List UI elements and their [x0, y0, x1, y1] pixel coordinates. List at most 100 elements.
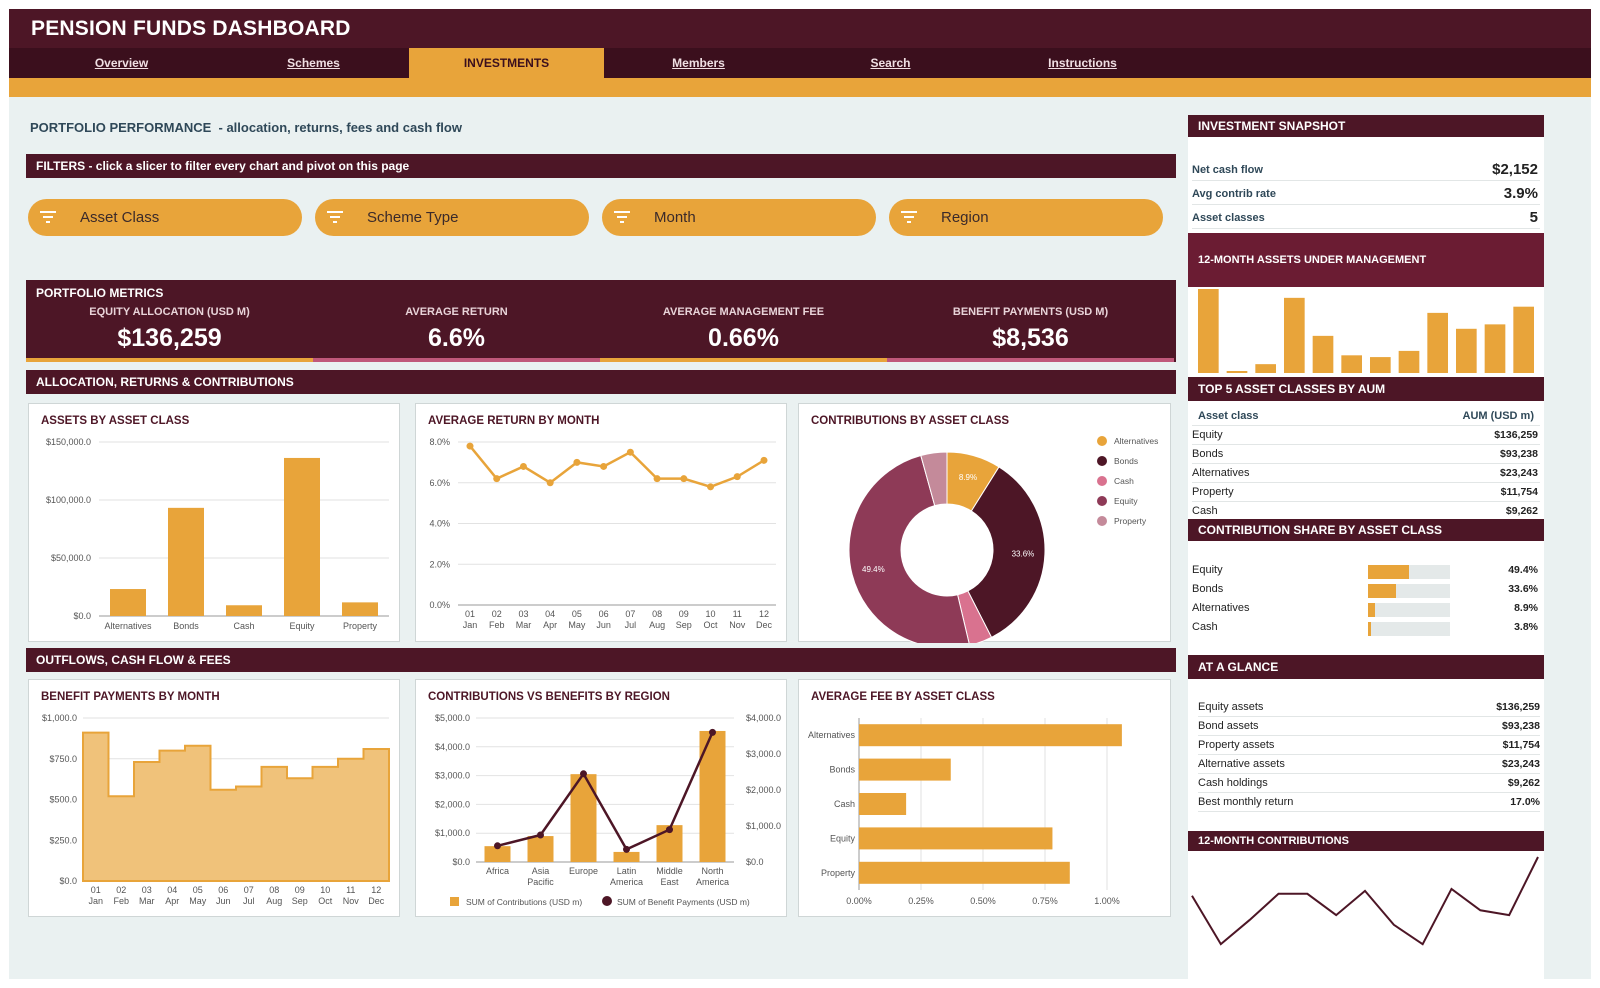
glance-label: Bond assets: [1198, 720, 1259, 732]
section-header-allocation: ALLOCATION, RETURNS & CONTRIBUTIONS: [26, 370, 1176, 394]
bar: [859, 724, 1122, 747]
chart-card-avg-fee: AVERAGE FEE BY ASSET CLASS 0.00% 0.25% 0.5…: [798, 679, 1171, 917]
y-tick-label: $3,000.0: [435, 771, 470, 781]
chart-title: BENEFIT PAYMENTS BY MONTH: [41, 691, 220, 703]
x-tick-label: Dec: [756, 620, 773, 630]
glance-label: Alternative assets: [1198, 758, 1285, 770]
x-tick-label: Nov: [343, 896, 360, 906]
x-tick-label: 07: [625, 609, 635, 619]
y-tick-label: $0.0: [73, 611, 91, 621]
data-point: [707, 483, 715, 491]
glance-row: Bond assets $93,238: [1198, 717, 1540, 736]
legend-marker: [1097, 516, 1107, 526]
top5-column-header: Asset class AUM (USD m): [1192, 407, 1540, 426]
snapshot-value: $2,152: [1492, 161, 1538, 178]
data-label: 33.6%: [1012, 549, 1035, 558]
legend-label: Alternatives: [1114, 436, 1158, 446]
bar: [1255, 364, 1276, 373]
x-tick-label: Middle: [656, 866, 683, 876]
y2-tick-label: $4,000.0: [746, 713, 781, 723]
x-tick-label: Nov: [729, 620, 746, 630]
slicer-region[interactable]: Region: [889, 199, 1163, 236]
x-tick-label: Bonds: [173, 621, 199, 631]
bar: [284, 457, 320, 616]
nav-schemes[interactable]: Schemes: [287, 56, 340, 70]
slicer-label: Scheme Type: [367, 209, 459, 226]
nav-overview[interactable]: Overview: [94, 56, 149, 70]
nav-instructions[interactable]: Instructions: [1048, 56, 1117, 70]
share-row: Equity 49.4%: [1192, 561, 1540, 580]
data-label: 49.4%: [862, 565, 885, 574]
filters-header: FILTERS - click a slicer to filter every…: [26, 154, 1176, 178]
top5-header: TOP 5 ASSET CLASSES BY AUM: [1188, 377, 1544, 401]
legend-marker: [1097, 436, 1107, 446]
top5-col-asset-class: Asset class: [1198, 410, 1259, 422]
legend-label: Bonds: [1114, 456, 1138, 466]
share-row: Cash 3.8%: [1192, 618, 1540, 637]
slicer-asset-class[interactable]: Asset Class: [28, 199, 302, 236]
x-tick-label: 03: [142, 885, 152, 895]
nav-members[interactable]: Members: [672, 56, 725, 70]
bar: [1370, 357, 1391, 373]
legend-marker: [1097, 496, 1107, 506]
metric-accent-bar: [600, 358, 887, 362]
x-tick-label: 07: [244, 885, 254, 895]
glance-value: $23,243: [1502, 758, 1540, 770]
snapshot-label: Avg contrib rate: [1192, 188, 1276, 200]
legend-label: Equity: [1114, 496, 1138, 506]
chart-title: AVERAGE RETURN BY MONTH: [428, 415, 600, 427]
metric-benefit-payments: BENEFIT PAYMENTS (USD M) $8,536: [887, 306, 1174, 353]
x-tick-label: May: [568, 620, 586, 630]
bar: [613, 851, 640, 862]
data-point: [600, 462, 608, 470]
x-tick-label: 05: [572, 609, 582, 619]
glance-row: Equity assets $136,259: [1198, 698, 1540, 717]
right-sidebar: INVESTMENT SNAPSHOT Net cash flow $2,152…: [1188, 115, 1544, 979]
x-tick-label: May: [189, 896, 207, 906]
nav-investments[interactable]: INVESTMENTS: [409, 48, 604, 78]
data-point: [537, 831, 544, 839]
filter-icon: [901, 211, 917, 223]
data-point: [709, 728, 716, 736]
x-tick-label: Europe: [569, 866, 598, 876]
slicer-month[interactable]: Month: [602, 199, 876, 236]
y-tick-label: $100,000.0: [46, 495, 91, 505]
bar: [1198, 289, 1219, 373]
metric-average-return: AVERAGE RETURN 6.6%: [313, 306, 600, 353]
y-tick-label: 6.0%: [429, 478, 450, 488]
y-tick-label: Property: [821, 868, 856, 878]
bar: [1341, 355, 1362, 373]
x-tick-label: Mar: [516, 620, 532, 630]
share-value: 49.4%: [1508, 564, 1538, 576]
share-bar-fill: [1368, 565, 1409, 579]
top5-label: Equity: [1192, 429, 1223, 441]
share-row: Alternatives 8.9%: [1192, 599, 1540, 618]
pie-slice: [967, 466, 1046, 638]
chart-title: AVERAGE FEE BY ASSET CLASS: [811, 691, 995, 703]
legend-marker: [1097, 476, 1107, 486]
bar: [527, 836, 554, 862]
x-tick-label: 0.75%: [1032, 896, 1058, 906]
x-tick-label: America: [610, 877, 643, 887]
x-tick-label: Jan: [463, 620, 478, 630]
glance-value: $93,238: [1502, 720, 1540, 732]
metric-accent-bar: [26, 358, 313, 362]
y-tick-label: $1,000.0: [42, 713, 77, 723]
x-tick-label: 1.00%: [1094, 896, 1120, 906]
share-bar-track: [1368, 565, 1450, 579]
slicer-scheme-type[interactable]: Scheme Type: [315, 199, 589, 236]
y-tick-label: Bonds: [829, 765, 855, 775]
x-tick-label: Sep: [676, 620, 692, 630]
data-point: [573, 458, 581, 466]
legend-marker: [450, 897, 459, 906]
glance-row: Best monthly return 17.0%: [1198, 793, 1540, 812]
top5-label: Bonds: [1192, 448, 1224, 460]
slicer-label: Asset Class: [80, 209, 160, 226]
legend-marker: [1097, 456, 1107, 466]
x-tick-label: 08: [652, 609, 662, 619]
snapshot-row: Net cash flow $2,152: [1192, 159, 1540, 181]
data-point: [760, 456, 768, 464]
nav-search[interactable]: Search: [870, 56, 911, 70]
y2-tick-label: $2,000.0: [746, 785, 781, 795]
